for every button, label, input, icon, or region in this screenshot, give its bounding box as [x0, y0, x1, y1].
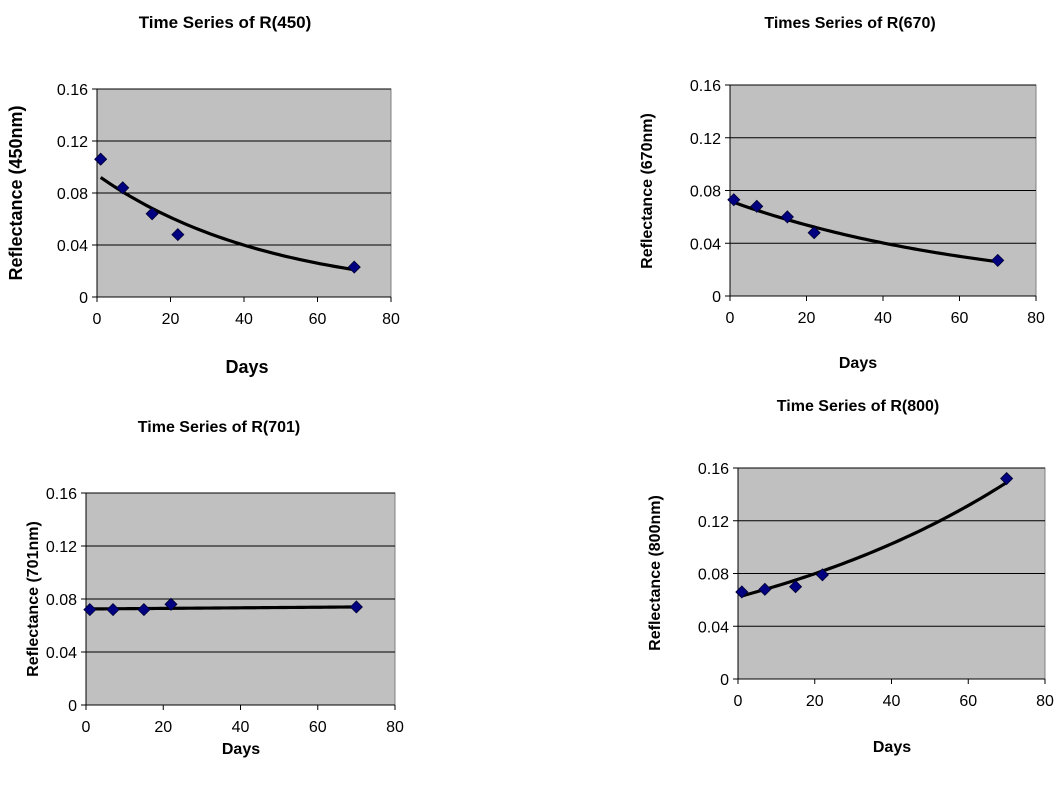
data-point: [1000, 471, 1014, 486]
x-tick-label: 40: [874, 310, 892, 327]
trendline: [741, 481, 1008, 598]
data-point: [815, 568, 829, 582]
x-tick-label: 60: [309, 311, 327, 328]
chart-svg: Time Series of R(701) 0 0.04 0.08 0.12 0.16 0 2…: [25, 419, 404, 758]
chart-title: Time Series of R(800): [777, 398, 939, 415]
y-tick-label: 0.16: [690, 78, 721, 95]
data-point: [735, 585, 749, 599]
y-tick-label: 0: [68, 698, 77, 715]
y-axis-label: Reflectance (701nm): [25, 521, 42, 677]
chart-r450: Time Series of R(450) 0 0.04 0.08 0.12 0.16 0 2…: [0, 0, 420, 390]
y-axis-label: Reflectance (800nm): [647, 495, 664, 651]
chart-svg: Times Series of R(670) 0 0.04 0.08 0.12 0.16 0…: [639, 15, 1045, 372]
data-point: [347, 260, 361, 274]
y-tick-label: 0: [712, 289, 721, 306]
chart-r670: Times Series of R(670) 0 0.04 0.08 0.12 0.16 0…: [620, 0, 1060, 380]
data-point: [106, 603, 120, 617]
x-tick-label: 80: [1036, 693, 1054, 710]
x-axis-label: Days: [222, 741, 260, 758]
y-tick-label: 0: [79, 290, 88, 307]
x-tick-label: 40: [883, 693, 901, 710]
data-point: [171, 228, 185, 242]
data-point: [750, 199, 764, 213]
chart-r800: Time Series of R(800) 0 0.04 0.08 0.12 0.16 0 2…: [620, 380, 1063, 760]
y-tick-label: 0.04: [690, 236, 721, 253]
y-tick-label: 0.16: [46, 486, 77, 503]
x-tick-label: 0: [93, 311, 102, 328]
x-tick-label: 60: [309, 719, 327, 736]
data-point: [349, 600, 363, 614]
x-tick-label: 80: [1027, 310, 1045, 327]
x-tick-label: 40: [232, 719, 250, 736]
y-tick-label: 0.08: [57, 186, 88, 203]
chart-title: Time Series of R(701): [138, 419, 300, 436]
x-tick-label: 60: [959, 693, 977, 710]
y-tick-label: 0.08: [46, 592, 77, 609]
data-point: [83, 603, 97, 617]
x-axis-label: Days: [839, 355, 877, 372]
data-point: [137, 603, 151, 617]
data-point: [727, 193, 741, 207]
y-tick-label: 0.16: [698, 461, 729, 478]
y-tick-label: 0.04: [57, 238, 88, 255]
y-tick-label: 0.08: [698, 567, 729, 584]
x-tick-label: 40: [235, 311, 253, 328]
x-tick-label: 0: [726, 310, 735, 327]
x-axis-label: Days: [873, 739, 911, 756]
y-tick-label: 0.12: [46, 539, 77, 556]
y-tick-label: 0.12: [690, 131, 721, 148]
x-axis-label: Days: [225, 357, 268, 377]
y-tick-label: 0.08: [690, 184, 721, 201]
x-tick-label: 20: [162, 311, 180, 328]
data-point: [145, 207, 159, 221]
x-tick-label: 80: [382, 311, 400, 328]
x-tick-label: 0: [734, 693, 743, 710]
y-tick-label: 0.04: [698, 619, 729, 636]
chart-title: Time Series of R(450): [139, 13, 312, 32]
y-axis-label: Reflectance (450nm): [6, 105, 26, 280]
x-tick-label: 20: [806, 693, 824, 710]
y-tick-label: 0.04: [46, 645, 77, 662]
data-point: [807, 226, 821, 240]
trendline: [733, 200, 998, 264]
chart-svg: Time Series of R(800) 0 0.04 0.08 0.12 0.16 0 2…: [647, 398, 1054, 756]
data-point: [116, 181, 130, 195]
chart-r701: Time Series of R(701) 0 0.04 0.08 0.12 0.16 0 2…: [0, 400, 420, 788]
x-tick-label: 60: [951, 310, 969, 327]
y-tick-label: 0: [720, 672, 729, 689]
data-point: [94, 152, 108, 166]
y-axis-label: Reflectance (670nm): [639, 113, 656, 269]
x-tick-label: 0: [82, 719, 91, 736]
y-tick-label: 0.12: [57, 134, 88, 151]
data-point: [991, 253, 1005, 267]
y-tick-label: 0.16: [57, 82, 88, 99]
chart-svg: Time Series of R(450) 0 0.04 0.08 0.12 0.16 0 2…: [6, 13, 400, 377]
data-point: [164, 597, 178, 611]
y-tick-label: 0.12: [698, 514, 729, 531]
data-point: [788, 580, 803, 594]
x-tick-label: 20: [798, 310, 816, 327]
trendline: [89, 605, 357, 611]
x-tick-label: 80: [386, 719, 404, 736]
chart-title: Times Series of R(670): [764, 15, 935, 32]
data-point: [780, 210, 794, 224]
data-point: [758, 582, 772, 596]
x-tick-label: 20: [154, 719, 172, 736]
trendline: [99, 176, 355, 272]
